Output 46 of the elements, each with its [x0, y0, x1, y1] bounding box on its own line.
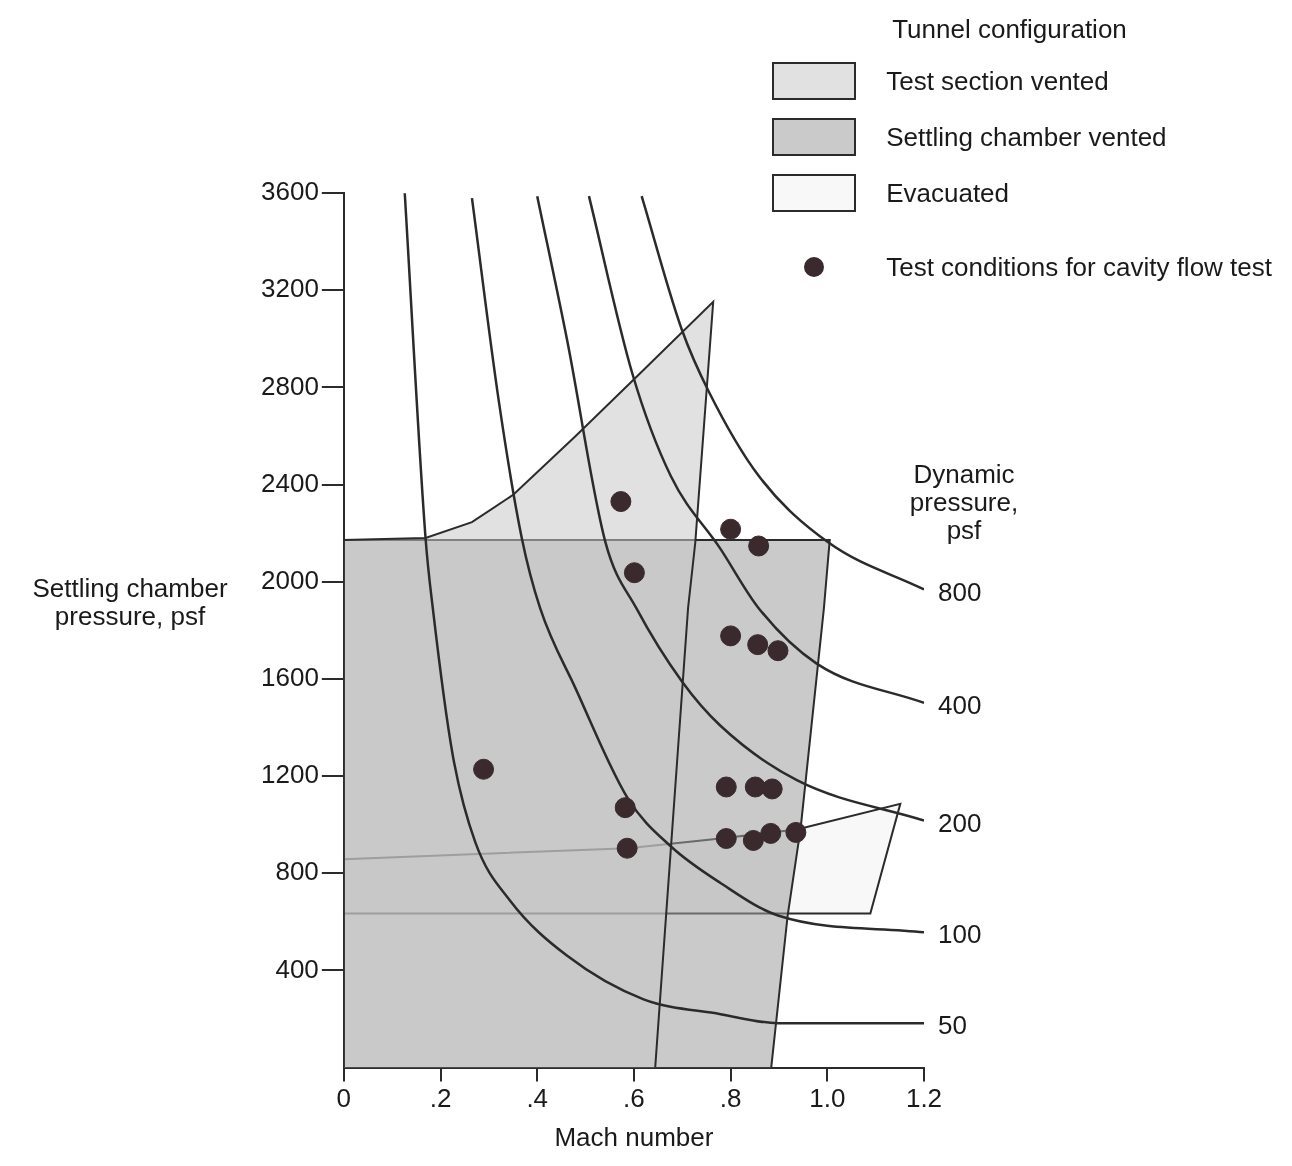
point	[767, 640, 789, 662]
y-tick-label: 400	[275, 953, 319, 984]
point	[785, 821, 807, 843]
point	[610, 491, 632, 513]
point	[761, 778, 783, 800]
legend-title: Tunnel configuration	[892, 14, 1128, 45]
point	[748, 535, 770, 557]
series-label: 50	[938, 1010, 967, 1041]
y-tick-label: 3600	[261, 176, 319, 207]
point	[742, 829, 764, 851]
y-tick-label: 1600	[261, 662, 319, 693]
point	[720, 625, 742, 647]
y-tick-label: 2400	[261, 467, 319, 498]
point	[616, 837, 638, 859]
y-tick-label: 3200	[261, 273, 319, 304]
x-tick-label: 0	[336, 1083, 352, 1114]
y-tick-label: 1200	[261, 759, 319, 790]
y-tick-label: 800	[275, 856, 319, 887]
x-tick-label: 1.0	[809, 1083, 846, 1114]
series-label: 400	[938, 690, 982, 721]
series-label: 100	[938, 919, 982, 950]
x-tick-label: .4	[526, 1083, 549, 1114]
legend-label: Settling chamber vented	[886, 121, 1167, 153]
annotation: Dynamic pressure, psf	[909, 458, 1019, 545]
point	[720, 518, 742, 540]
series-label: 200	[938, 807, 982, 838]
legend-label: Test conditions for cavity flow test	[886, 251, 1272, 283]
legend-label: Evacuated	[886, 177, 1010, 209]
point	[747, 634, 769, 656]
point	[760, 822, 782, 844]
y-axis-title: Settling chamber pressure, psf	[32, 573, 228, 632]
point	[623, 562, 645, 584]
series-label: 800	[938, 576, 982, 607]
x-tick-label: .2	[429, 1083, 452, 1114]
point	[473, 758, 495, 780]
point	[614, 797, 636, 819]
x-tick-label: .6	[623, 1083, 645, 1114]
y-tick-label: 2000	[261, 564, 319, 595]
x-axis-title: Mach number	[554, 1121, 714, 1152]
legend-label: Test section vented	[886, 65, 1109, 97]
x-tick-label: 1.2	[905, 1083, 943, 1114]
point	[715, 828, 737, 849]
point	[715, 776, 737, 798]
y-tick-label: 2800	[261, 370, 319, 401]
point	[744, 776, 766, 798]
x-tick-label: .8	[719, 1083, 742, 1114]
